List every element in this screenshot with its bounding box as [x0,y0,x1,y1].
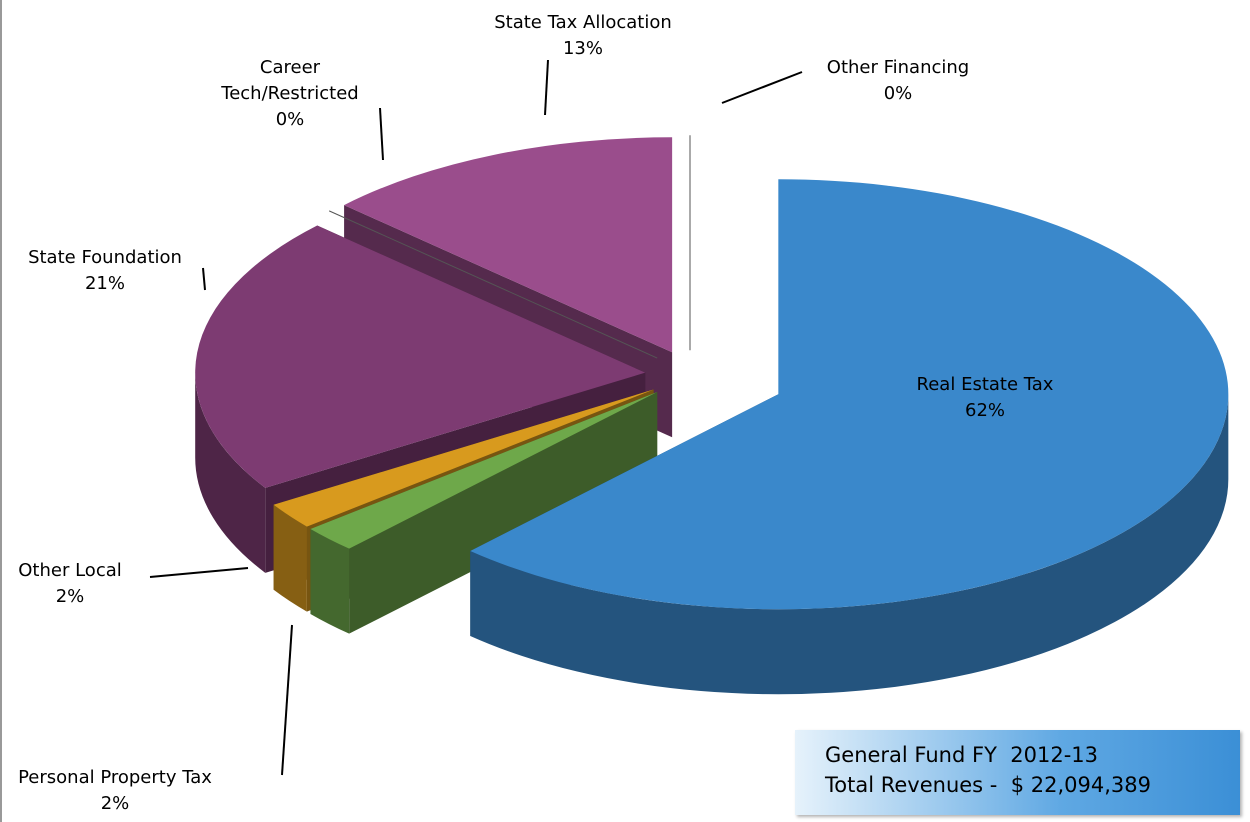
slice-side [470,394,1229,695]
value-label: 0% [275,109,305,130]
category-label: Real Estate Tax [916,374,1054,395]
value-label: 2% [55,586,85,607]
annotation: General Fund FY 2012-13 [825,743,1098,767]
leader-line [149,567,249,578]
value-label: 62% [964,400,1006,421]
slice-label: Career Tech/Restricted 0% [205,55,375,133]
leader-line [281,624,293,776]
slice-label: Personal Property Tax 2% [18,765,212,817]
value-label: 13% [562,38,603,59]
category-label: Personal Property Tax [18,767,212,788]
category-label: State Foundation [28,247,182,268]
slice-label: Other Financing 0% [827,55,969,107]
slice-side [310,528,350,634]
value-label: 21% [84,273,125,294]
slice-side [273,504,307,612]
annotation: Total Revenues - $ 22,094,389 [825,773,1151,797]
category-label: Career Tech/Restricted [221,57,359,104]
slice-label: Other Local 2% [18,558,121,610]
slice [344,137,673,353]
slice-side [349,391,658,634]
category-label: Other Financing [826,57,970,78]
leader-line [202,267,206,291]
slice-label: Real Estate Tax 62% [917,372,1054,424]
leader-line [379,107,384,161]
slice-label: State Foundation 21% [28,245,182,297]
value-label: 2% [100,793,130,814]
value-label: 0% [883,83,913,104]
slice [273,389,654,527]
slice-label: State Tax Allocation 13% [494,10,672,62]
leader-line [544,59,549,116]
summary-box: General Fund FY 2012-13 Total Revenues -… [795,730,1240,815]
slice [195,225,646,488]
slice [470,179,1229,610]
category-label: Other Local [18,560,122,581]
slice-side [195,372,266,573]
slice [328,210,658,359]
category-label: State Tax Allocation [494,12,672,33]
leader-line [721,71,803,104]
slice [310,391,658,549]
